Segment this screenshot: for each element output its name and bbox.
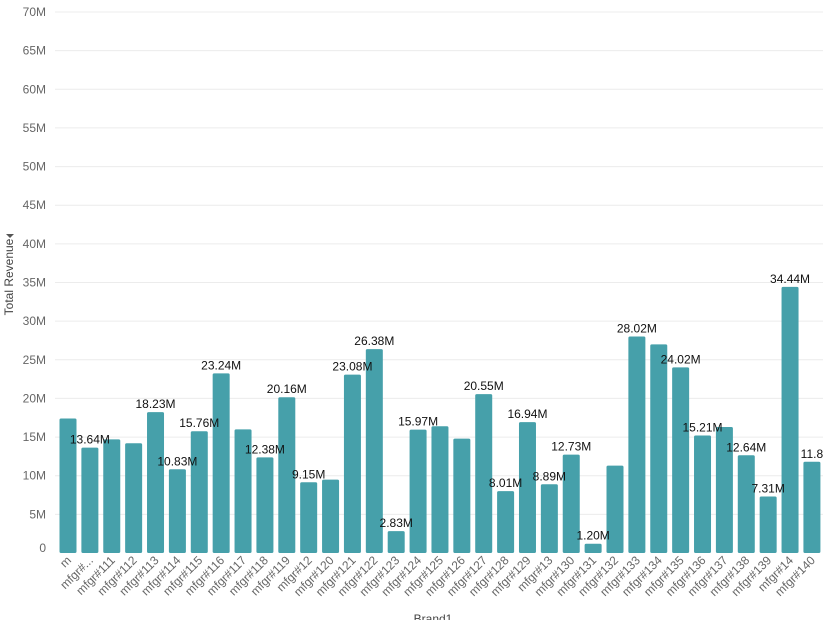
bar[interactable] <box>147 412 165 553</box>
y-tick-label: 15M <box>23 430 46 444</box>
data-label: 9.15M <box>292 467 325 481</box>
bar[interactable] <box>278 397 296 553</box>
bar[interactable] <box>168 469 186 553</box>
bar[interactable] <box>497 491 515 553</box>
data-label: 20.16M <box>267 382 307 396</box>
bar[interactable] <box>694 435 712 553</box>
bars <box>59 286 821 553</box>
bar[interactable] <box>672 367 690 553</box>
x-axis-ticks: mmfgr#...mfgr#111mfgr#112mfgr#113mfgr#11… <box>57 553 818 599</box>
bar[interactable] <box>322 479 340 553</box>
bar[interactable] <box>81 447 99 553</box>
data-label: 20.55M <box>464 379 504 393</box>
data-label: 12.73M <box>551 440 591 454</box>
data-label: 15.76M <box>179 416 219 430</box>
data-label: 8.89M <box>533 469 566 483</box>
y-tick-label: 20M <box>23 391 46 405</box>
data-labels: 13.64M 18.23M 10.83M 15.76M 23.24M 12.38M 20.1… <box>70 272 823 543</box>
data-label: 26.38M <box>354 334 394 348</box>
data-label: 11.8 <box>801 447 823 461</box>
bar[interactable] <box>300 482 318 553</box>
y-axis-title: Total Revenue <box>2 234 16 315</box>
data-label: 28.02M <box>617 321 657 335</box>
bar[interactable] <box>715 427 733 553</box>
bar[interactable] <box>584 543 602 553</box>
data-label: 12.64M <box>726 440 766 454</box>
data-label: 16.94M <box>507 407 547 421</box>
data-label: 12.38M <box>245 442 285 456</box>
caret-down-icon[interactable] <box>6 234 14 238</box>
data-label: 7.31M <box>751 482 784 496</box>
bar[interactable] <box>518 422 536 553</box>
data-label: 2.83M <box>380 516 413 530</box>
y-axis-ticks: 0 5M 10M 15M 20M 25M 30M 35M 40M 45M 50M 55M 60M 65M 7… <box>23 5 47 555</box>
y-tick-label: 25M <box>23 353 46 367</box>
data-label: 15.97M <box>398 415 438 429</box>
bar[interactable] <box>628 336 646 553</box>
bar[interactable] <box>59 418 77 553</box>
bar[interactable] <box>562 454 580 553</box>
data-label: 1.20M <box>576 529 609 543</box>
y-tick-label: 65M <box>23 44 46 58</box>
y-tick-label: 30M <box>23 314 46 328</box>
bar[interactable] <box>540 484 558 553</box>
bar[interactable] <box>212 373 230 553</box>
y-tick-label: 45M <box>23 198 46 212</box>
bar[interactable] <box>256 457 274 553</box>
y-tick-label: 0 <box>39 541 46 555</box>
bar[interactable] <box>781 286 799 553</box>
bar[interactable] <box>365 349 383 553</box>
y-tick-label: 40M <box>23 237 46 251</box>
bar[interactable] <box>737 455 755 553</box>
data-label: 15.21M <box>683 420 723 434</box>
y-tick-label: 60M <box>23 82 46 96</box>
data-label: 18.23M <box>136 397 176 411</box>
gridlines <box>55 11 823 515</box>
y-tick-label: 55M <box>23 121 46 135</box>
data-label: 23.08M <box>332 360 372 374</box>
bar[interactable] <box>650 344 668 553</box>
bar[interactable] <box>803 461 821 553</box>
data-label: 24.02M <box>661 352 701 366</box>
data-label: 23.24M <box>201 358 241 372</box>
y-tick-label: 70M <box>23 5 46 19</box>
bar[interactable] <box>125 443 143 553</box>
bar[interactable] <box>606 465 624 553</box>
bar[interactable] <box>409 429 427 553</box>
bar[interactable] <box>387 531 405 553</box>
data-label: 34.44M <box>770 272 810 286</box>
bar[interactable] <box>759 496 777 553</box>
x-axis-label: Brand1 <box>414 612 453 620</box>
bar[interactable] <box>190 431 208 553</box>
y-tick-label: 50M <box>23 160 46 174</box>
data-label: 13.64M <box>70 433 110 447</box>
bar[interactable] <box>453 438 471 553</box>
y-tick-label: 10M <box>23 469 46 483</box>
bar[interactable] <box>475 394 493 553</box>
y-axis-label: Total Revenue <box>2 238 16 315</box>
bar[interactable] <box>234 429 252 553</box>
data-label: 8.01M <box>489 476 522 490</box>
bar[interactable] <box>431 426 449 553</box>
y-tick-label: 5M <box>29 507 46 521</box>
bar[interactable] <box>343 374 361 553</box>
data-label: 10.83M <box>157 454 197 468</box>
y-tick-label: 35M <box>23 276 46 290</box>
bar[interactable] <box>103 439 121 553</box>
